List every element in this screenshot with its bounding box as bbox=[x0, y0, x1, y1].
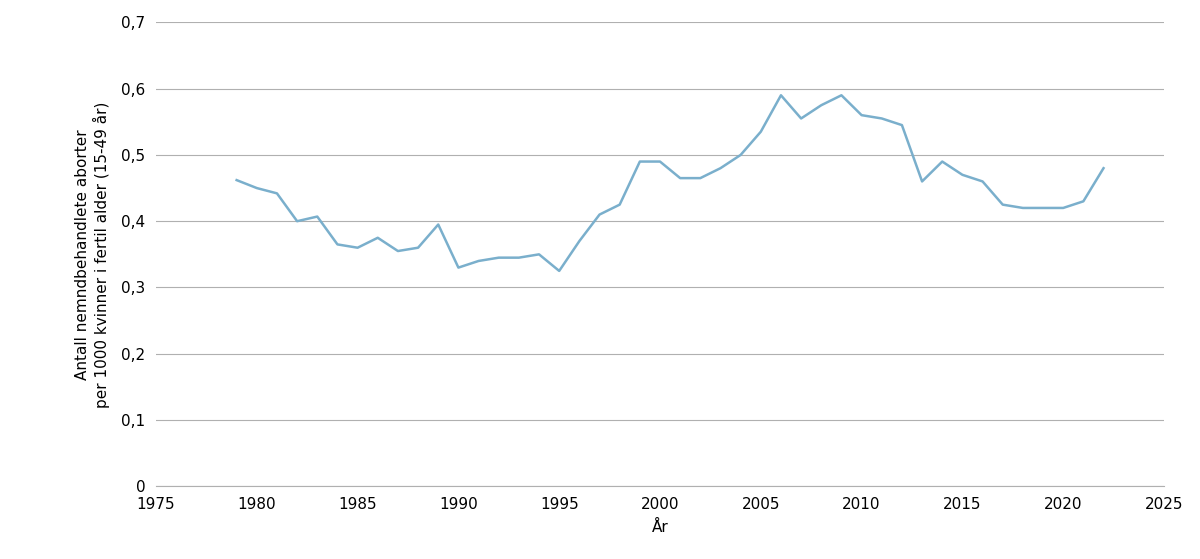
X-axis label: År: År bbox=[652, 520, 668, 535]
Y-axis label: Antall nemndbehandlete aborter
per 1000 kvinner i fertil alder (15-49 år): Antall nemndbehandlete aborter per 1000 … bbox=[76, 101, 110, 408]
